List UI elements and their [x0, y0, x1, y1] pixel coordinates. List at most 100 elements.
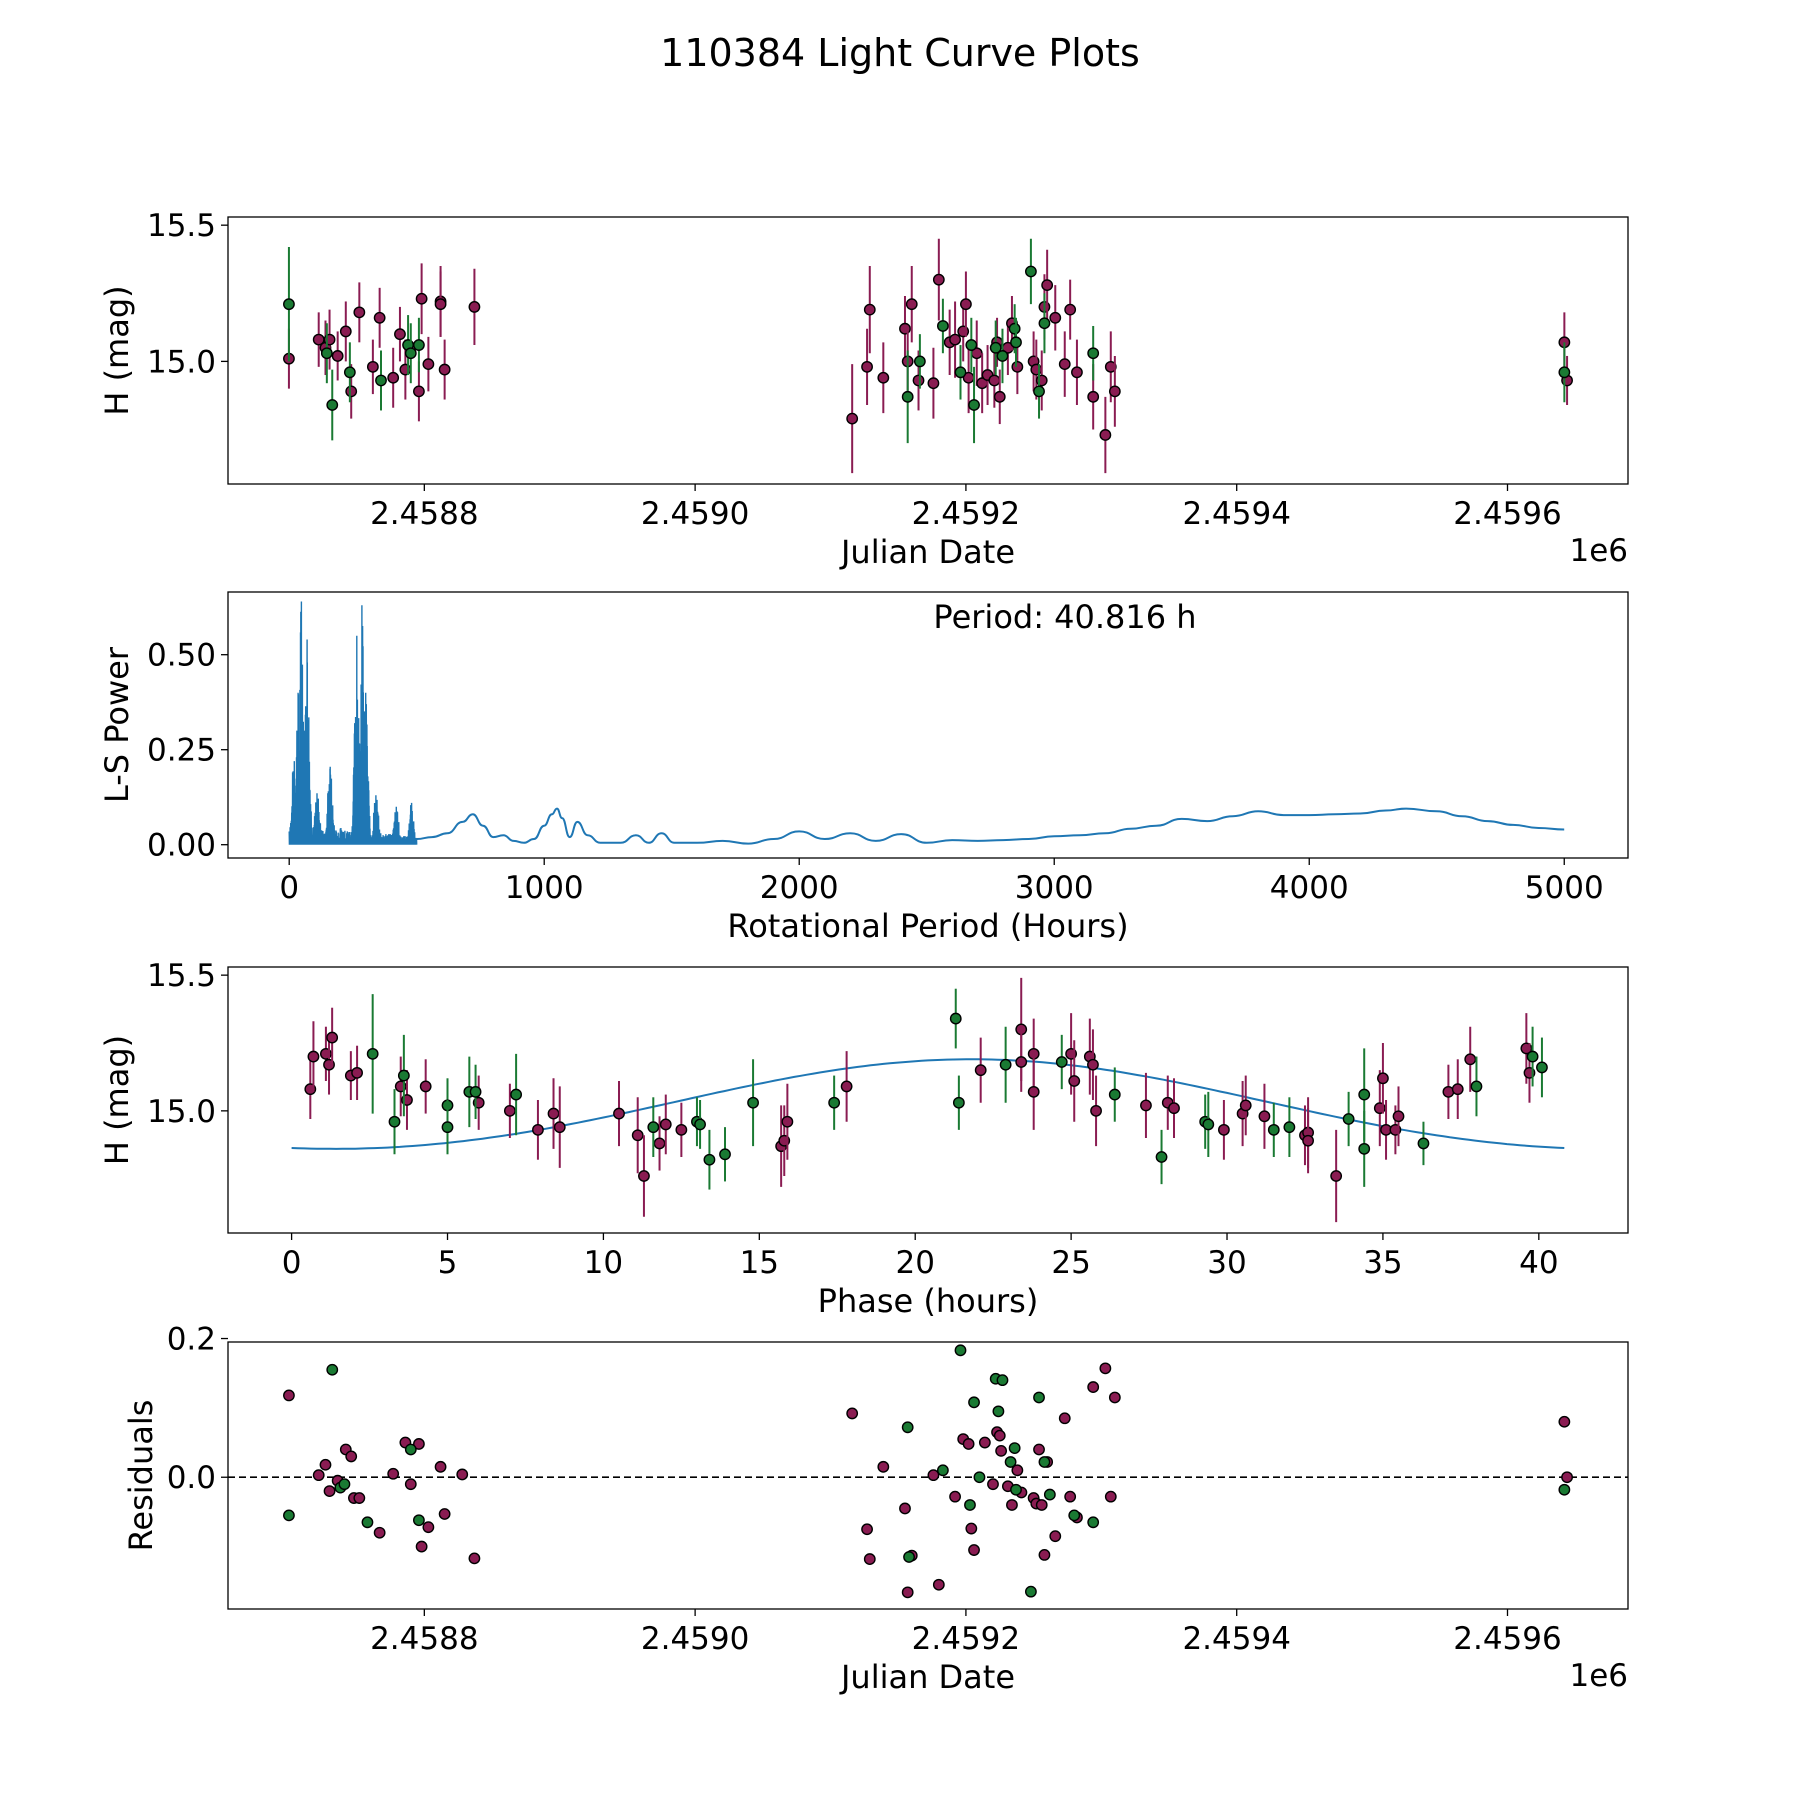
- data-point: [647, 1121, 660, 1134]
- series-magenta: [304, 977, 1536, 1223]
- data-point: [861, 1523, 873, 1536]
- data-point: [828, 1096, 841, 1109]
- data-point: [1035, 1499, 1048, 1511]
- x-axis-label: Julian Date: [839, 1658, 1015, 1696]
- data-point: [1090, 1104, 1102, 1117]
- data-point: [999, 1058, 1012, 1071]
- data-point: [469, 1085, 482, 1098]
- data-point: [503, 1104, 516, 1117]
- axes-frame: [227, 591, 1629, 859]
- data-point: [1033, 1443, 1045, 1456]
- data-point: [438, 1508, 451, 1520]
- data-point: [283, 298, 295, 311]
- series-green: [283, 238, 1571, 444]
- data-point: [1202, 1118, 1215, 1131]
- data-point: [1417, 1137, 1430, 1150]
- x-tick-label: 10: [584, 1245, 623, 1281]
- data-point: [962, 1438, 975, 1450]
- data-point: [1006, 1499, 1018, 1511]
- data-point: [968, 1544, 980, 1556]
- data-point: [326, 1031, 339, 1044]
- data-point: [339, 325, 352, 338]
- data-point: [312, 1469, 325, 1482]
- x-tick-label: 2.4588: [370, 1621, 478, 1657]
- data-point: [1087, 390, 1100, 403]
- data-point: [1108, 385, 1121, 398]
- data-point: [1043, 1488, 1056, 1501]
- data-point: [899, 1502, 911, 1515]
- data-point: [320, 347, 333, 360]
- data-point: [846, 412, 859, 425]
- data-point: [1058, 1412, 1071, 1425]
- data-point: [861, 360, 873, 373]
- y-tick-label: 0.25: [147, 733, 216, 769]
- data-point: [993, 390, 1006, 403]
- x-axis-label: Julian Date: [839, 533, 1015, 571]
- data-point: [747, 1096, 759, 1109]
- data-point: [375, 374, 387, 387]
- data-point: [319, 1458, 332, 1471]
- panel-phased: 0 5 10 15 20 25 30 35 40 15.0 15.5 Phase (hours) H (…: [98, 958, 1629, 1320]
- x-tick-label: 5: [438, 1245, 458, 1281]
- x-tick-label: 25: [1051, 1245, 1090, 1281]
- x-tick-label: 2000: [760, 870, 839, 906]
- data-point: [952, 1096, 965, 1109]
- data-point: [1561, 1471, 1573, 1484]
- data-point: [553, 1121, 566, 1134]
- data-point: [846, 1407, 859, 1420]
- data-point: [653, 1137, 666, 1150]
- data-point: [989, 341, 1002, 354]
- panel-residuals: 2.4588 2.4590 2.4592 2.4594 2.4596 0.0 0.2 Juli…: [122, 1322, 1629, 1696]
- data-point: [987, 1478, 999, 1491]
- data-point: [968, 399, 980, 411]
- data-point: [1536, 1061, 1548, 1074]
- data-point: [993, 1429, 1006, 1442]
- y-tick-label: 0.50: [147, 638, 216, 674]
- data-point: [1027, 1085, 1040, 1098]
- data-point: [1033, 1391, 1045, 1404]
- data-point: [326, 1363, 339, 1376]
- data-point: [973, 1471, 986, 1484]
- data-point: [438, 363, 451, 376]
- data-point: [345, 1450, 358, 1463]
- data-point: [1008, 1442, 1021, 1455]
- x-tick-label: 2.4594: [1182, 496, 1290, 532]
- data-point: [1025, 1585, 1037, 1598]
- data-point: [840, 1080, 853, 1093]
- x-tick-label: 3000: [1015, 870, 1094, 906]
- data-point: [1041, 279, 1054, 292]
- data-point: [1058, 358, 1071, 371]
- x-tick-label: 20: [895, 1245, 934, 1281]
- x-tick-label: 15: [740, 1245, 779, 1281]
- data-point: [1038, 1549, 1051, 1561]
- data-point: [1392, 1110, 1405, 1123]
- data-point: [863, 1553, 876, 1565]
- data-point: [366, 360, 379, 373]
- axes-frame: [227, 966, 1629, 1234]
- data-point: [901, 1586, 914, 1599]
- plot-area-raw: [283, 238, 1573, 474]
- data-point: [1087, 347, 1100, 360]
- data-point: [1033, 385, 1045, 398]
- data-point: [638, 1170, 650, 1182]
- data-point: [949, 1490, 961, 1503]
- data-point: [1330, 1170, 1343, 1182]
- data-point: [1451, 1083, 1464, 1096]
- data-point: [1004, 1456, 1017, 1468]
- data-point: [964, 1499, 976, 1511]
- x-axis-label: Rotational Period (Hours): [727, 907, 1128, 945]
- data-point: [659, 1118, 672, 1131]
- data-point: [631, 1129, 644, 1142]
- data-point: [932, 1578, 945, 1591]
- data-point: [387, 1467, 400, 1480]
- data-point: [905, 298, 918, 311]
- axes-frame: [227, 1341, 1629, 1610]
- periodogram-dense-line: [288, 601, 418, 845]
- data-point: [927, 1469, 940, 1482]
- data-point: [1218, 1123, 1230, 1136]
- data-point: [1358, 1088, 1371, 1101]
- data-point: [1342, 1113, 1355, 1125]
- y-axis-label: H (mag): [98, 285, 136, 415]
